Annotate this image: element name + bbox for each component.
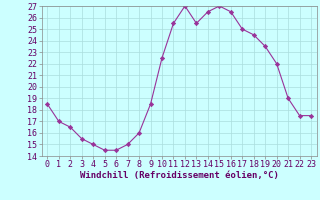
X-axis label: Windchill (Refroidissement éolien,°C): Windchill (Refroidissement éolien,°C) <box>80 171 279 180</box>
